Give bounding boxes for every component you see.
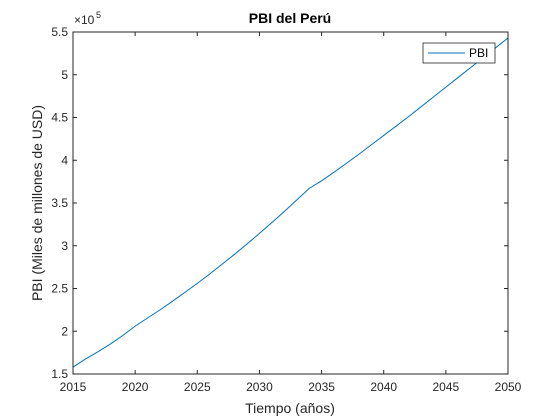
legend-label: PBI <box>469 46 488 60</box>
x-axis-label: Tiempo (años) <box>245 400 335 416</box>
x-tick-label: 2045 <box>433 380 460 394</box>
x-tick-label: 2035 <box>308 380 335 394</box>
chart-title: PBI del Perú <box>249 10 331 26</box>
y-tick-label: 3 <box>61 239 68 253</box>
y-axis-label: PBI (Miles de millones de USD) <box>29 105 45 301</box>
legend[interactable]: PBI <box>422 42 496 64</box>
y-tick-label: 3.5 <box>51 196 68 210</box>
plot-area <box>73 32 508 374</box>
axis-ticks: 2015 2020 2025 2030 2035 2040 2045 2050 1.5 2 2.5 3… <box>51 25 521 394</box>
x-tick-label: 2030 <box>246 380 273 394</box>
x-tick-label: 2040 <box>370 380 397 394</box>
y-exponent-power: 5 <box>96 10 101 20</box>
series-line-0 <box>72 37 509 368</box>
x-tick-label: 2050 <box>495 380 522 394</box>
y-tick-label: 4 <box>61 153 68 167</box>
x-tick-label: 2025 <box>184 380 211 394</box>
x-tick-label: 2020 <box>122 380 149 394</box>
y-tick-label: 5.5 <box>51 25 68 39</box>
x-tick-label: 2015 <box>60 380 87 394</box>
chart-marks <box>72 37 509 368</box>
y-tick-label: 2 <box>61 324 68 338</box>
y-tick-label: 2.5 <box>51 282 68 296</box>
y-tick-label: 5 <box>61 68 68 82</box>
y-exponent-base: ×10 <box>74 13 95 27</box>
y-tick-label: 4.5 <box>51 111 68 125</box>
y-tick-label: 1.5 <box>51 367 68 381</box>
